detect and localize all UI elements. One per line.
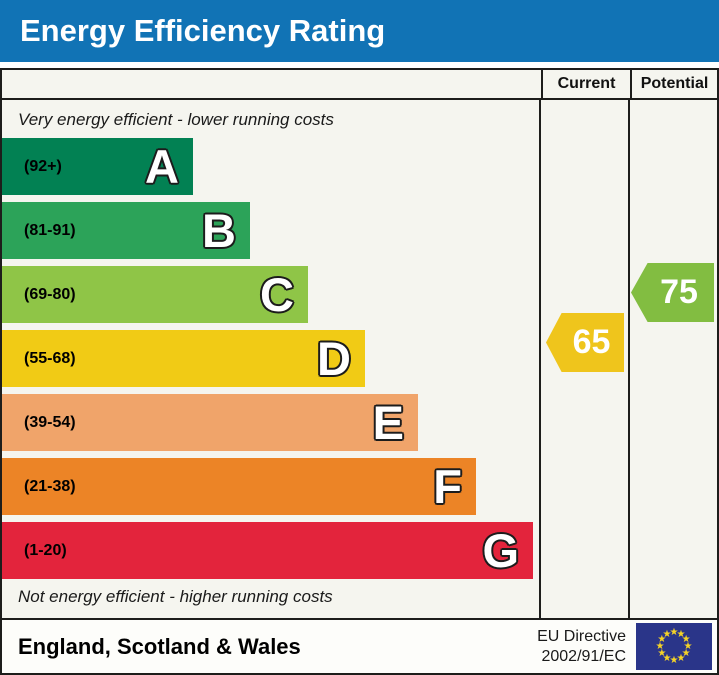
band-letter: G xyxy=(482,524,519,577)
eu-directive-line1: EU Directive xyxy=(537,627,626,645)
band-range-label: (55-68) xyxy=(24,349,76,367)
potential-column-divider xyxy=(628,100,630,618)
svg-text:★: ★ xyxy=(657,634,666,645)
band-letter: F xyxy=(433,460,462,513)
svg-text:★: ★ xyxy=(670,655,679,666)
potential-rating-value: 75 xyxy=(660,273,698,311)
title-bar: Energy Efficiency Rating xyxy=(0,0,719,62)
header-potential: Potential xyxy=(630,70,717,98)
band-row-c: (69-80) C xyxy=(2,266,308,323)
band-range-label: (21-38) xyxy=(24,477,76,495)
band-row-a: (92+) A xyxy=(2,138,193,195)
svg-text:★: ★ xyxy=(677,653,686,664)
bottom-note: Not energy efficient - higher running co… xyxy=(18,587,333,606)
band-letter: C xyxy=(260,268,294,321)
svg-text:★: ★ xyxy=(656,641,665,652)
current-rating-pointer: 65 xyxy=(546,313,624,372)
epc-table: Current Potential Very energy efficient … xyxy=(0,68,719,675)
footer-row: England, Scotland & Wales EU Directive 2… xyxy=(2,618,717,673)
band-range-label: (1-20) xyxy=(24,541,67,559)
table-header-row: Current Potential xyxy=(2,70,717,100)
band-letter: A xyxy=(145,140,179,193)
band-row-g: (1-20) G xyxy=(2,522,533,579)
eu-directive-label: EU Directive 2002/91/EC xyxy=(537,627,626,667)
svg-text:★: ★ xyxy=(684,641,693,652)
current-column-divider xyxy=(539,100,541,618)
header-spacer-cell xyxy=(2,70,541,98)
svg-text:★: ★ xyxy=(682,648,691,659)
band-row-f: (21-38) F xyxy=(2,458,476,515)
svg-text:★: ★ xyxy=(682,634,691,645)
svg-text:★: ★ xyxy=(663,629,672,640)
top-note: Very energy efficient - lower running co… xyxy=(18,110,334,129)
svg-text:★: ★ xyxy=(663,653,672,664)
potential-rating-pointer: 75 xyxy=(631,263,714,322)
band-row-d: (55-68) D xyxy=(2,330,365,387)
current-rating-value: 65 xyxy=(572,323,611,361)
band-range-label: (39-54) xyxy=(24,413,76,431)
band-row-b: (81-91) B xyxy=(2,202,250,259)
band-range-label: (81-91) xyxy=(24,221,76,239)
page-title: Energy Efficiency Rating xyxy=(20,13,386,48)
band-letter: E xyxy=(372,396,404,449)
eu-flag-icon: ★ ★ ★ ★ ★ ★ ★ ★ ★ ★ ★ ★ xyxy=(636,623,712,670)
band-letter: B xyxy=(202,204,236,257)
eu-directive-line2: 2002/91/EC xyxy=(541,647,626,665)
svg-text:★: ★ xyxy=(677,629,686,640)
svg-text:★: ★ xyxy=(657,648,666,659)
chart-body: Very energy efficient - lower running co… xyxy=(2,100,717,618)
band-letter: D xyxy=(317,332,351,385)
footer-region-label: England, Scotland & Wales xyxy=(18,633,301,659)
band-row-e: (39-54) E xyxy=(2,394,418,451)
band-range-label: (69-80) xyxy=(24,285,76,303)
band-range-label: (92+) xyxy=(24,157,62,175)
header-current: Current xyxy=(541,70,630,98)
svg-text:★: ★ xyxy=(670,627,679,638)
